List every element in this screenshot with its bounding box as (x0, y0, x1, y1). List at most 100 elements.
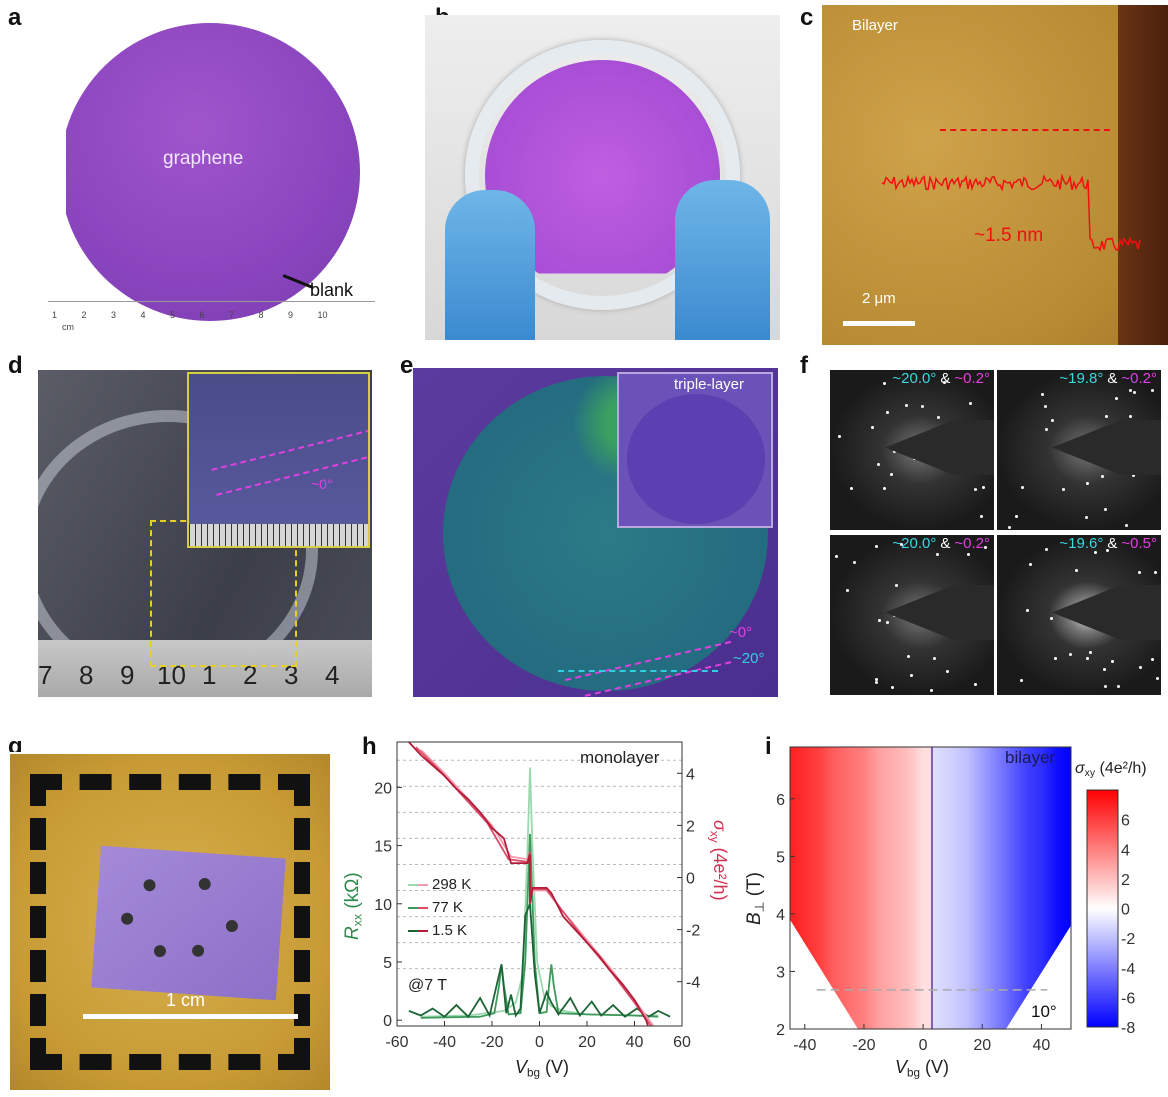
h-field-label: @7 T (408, 977, 448, 994)
heatmap-cell (1001, 747, 1004, 1029)
heatmap-cell (858, 747, 861, 1029)
diffraction-spot (895, 584, 899, 588)
heatmap-cell (1002, 747, 1006, 1029)
angle-amp: & (940, 535, 951, 552)
heatmap-cell (958, 747, 961, 1029)
heatmap-cell (1039, 747, 1043, 1029)
heatmap-cell (852, 747, 855, 1029)
diffraction-spot (850, 487, 854, 491)
diffraction-pattern: ~19.8° & ~0.2° (997, 370, 1161, 530)
y-tick-label: 2 (776, 1022, 785, 1039)
i-annotation: bilayer (1005, 748, 1056, 767)
heatmap-cell (964, 747, 967, 1029)
heatmap-cell (797, 747, 800, 1029)
heatmap-cell (973, 747, 976, 1029)
diffraction-spot (936, 552, 940, 556)
ruler-number: 1 (52, 310, 58, 320)
afm-image: Bilayer ~1.5 nm 2 μm (822, 5, 1168, 345)
heatmap-cell (923, 747, 926, 1029)
heatmap-cell (889, 747, 892, 1029)
height-profile (881, 173, 1141, 253)
colorbar (1086, 789, 1119, 1028)
x-tick-label: 40 (1033, 1037, 1051, 1054)
heatmap-cell (979, 747, 982, 1029)
heatmap-cell (806, 747, 809, 1029)
heatmap-cell (961, 747, 964, 1029)
plot-frame-i (789, 746, 1072, 1030)
diffraction-pattern: ~19.6° & ~0.5° (997, 535, 1161, 695)
heatmap-cell (920, 747, 923, 1029)
diffraction-spot (1068, 653, 1072, 657)
ruler-number: 9 (120, 660, 135, 690)
scale-label: 2 μm (862, 290, 896, 307)
diffraction-spot (1015, 514, 1019, 518)
y-tick-label-left: 0 (383, 1013, 392, 1030)
heatmap-cell (886, 747, 889, 1029)
heatmap-cell (954, 747, 957, 1029)
heatmap-cell (816, 747, 819, 1029)
h-ylabel-right-sub: xy (707, 830, 721, 843)
heatmap-cell (943, 747, 946, 1029)
x-tick-label: 0 (535, 1034, 544, 1051)
diffraction-spot (1116, 685, 1120, 689)
heatmap-cell (909, 747, 912, 1029)
heatmap-cell (936, 747, 939, 1029)
heatmap-cell (911, 747, 914, 1029)
heatmap-cell (1065, 747, 1068, 1029)
diffraction-spot (980, 514, 984, 518)
heatmap-cell (866, 747, 869, 1029)
diffraction-spot (890, 473, 894, 477)
heatmap-cell (1060, 747, 1063, 1029)
diffraction-spot (1007, 525, 1011, 529)
heatmap-cell (1010, 747, 1013, 1029)
angle-cyan: ~19.6° (1059, 535, 1104, 552)
heatmap-cell (809, 747, 812, 1029)
colorbar-label-unit: (4e²/h) (1095, 760, 1147, 777)
angle-label: ~20.0° & ~0.2° (888, 535, 990, 552)
y-tick-label-right: 0 (686, 870, 695, 887)
heatmap-cell (1063, 747, 1066, 1029)
heatmap-cell (819, 747, 822, 1029)
panel-label-f: f (800, 352, 808, 379)
i-ylabel-unit: (T) (744, 872, 765, 902)
diffraction-spot (910, 673, 914, 677)
diffraction-spot (982, 485, 986, 489)
heatmap-cell (1023, 747, 1026, 1029)
heatmap-cell (1035, 747, 1038, 1029)
i-xlabel: Vbg (V) (895, 1057, 949, 1080)
x-tick-label: -40 (793, 1037, 816, 1054)
colorbar-label: σxy (4e²/h) (1075, 760, 1147, 779)
heatmap-cell (821, 747, 824, 1029)
diffraction-spot (1105, 549, 1109, 553)
heatmap-cell (1048, 747, 1051, 1029)
heatmap-cell (822, 747, 825, 1029)
heatmap-cell (890, 747, 893, 1029)
heatmap-cell (960, 747, 963, 1029)
diffraction-spot (1043, 404, 1047, 408)
heatmap-cell (801, 747, 804, 1029)
heatmap-cell (880, 747, 883, 1029)
device-chip-photo: 1 cm (8, 752, 333, 1092)
heatmap-cell (957, 747, 960, 1029)
diffraction-spot (974, 487, 978, 491)
heatmap-cell (1059, 747, 1062, 1029)
heatmap-cell (931, 747, 935, 1029)
diffraction-spot (1129, 388, 1133, 392)
x-tick-label: 20 (578, 1034, 596, 1051)
heatmap-cell (974, 747, 977, 1029)
bilayer-label: Bilayer (852, 17, 898, 34)
heatmap-cell (841, 747, 844, 1029)
heatmap-cell (903, 747, 906, 1029)
step-height-label: ~1.5 nm (974, 225, 1044, 246)
ruler-number: 9 (288, 310, 294, 320)
ruler-number: 7 (38, 660, 53, 690)
diffraction-spot (883, 486, 887, 490)
legend-item: 1.5 K (408, 919, 471, 942)
heatmap-cell (929, 747, 932, 1029)
x-tick-label: 0 (919, 1037, 928, 1054)
colorbar-label-main: σ (1075, 760, 1085, 777)
angle-cyan: ~20.0° (892, 370, 937, 387)
heatmap-cell (1036, 747, 1040, 1029)
heatmap-cell (970, 747, 973, 1029)
i-xlabel-main: V (895, 1057, 908, 1077)
